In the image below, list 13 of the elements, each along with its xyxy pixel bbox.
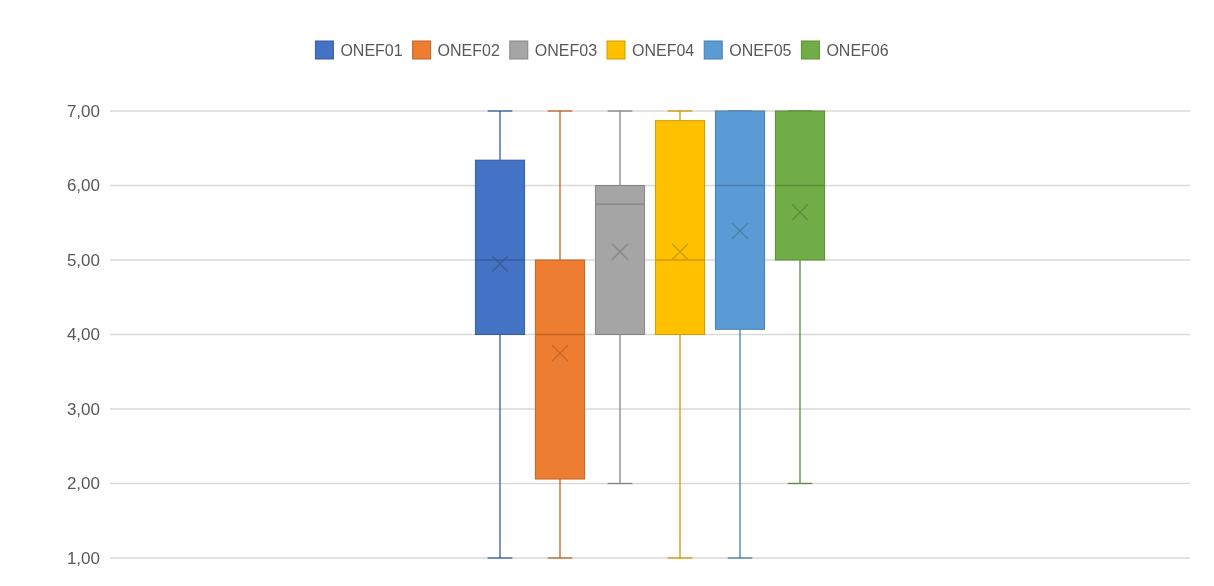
legend-label: ONEF04 xyxy=(632,41,695,59)
y-tick-label: 1,00 xyxy=(66,548,100,568)
legend-label: ONEF06 xyxy=(826,41,889,59)
legend-label: ONEF03 xyxy=(534,41,598,59)
y-tick-label: 7,00 xyxy=(66,101,100,121)
legend-label: ONEF05 xyxy=(729,41,792,59)
y-tick-label: 6,00 xyxy=(66,176,100,196)
legend-label: ONEF01 xyxy=(340,41,403,59)
y-tick-label: 3,00 xyxy=(66,399,100,419)
legend-label: ONEF02 xyxy=(437,41,500,59)
y-tick-label: 2,00 xyxy=(66,474,100,494)
y-tick-label: 5,00 xyxy=(66,250,100,270)
y-tick-label: 4,00 xyxy=(66,325,100,345)
